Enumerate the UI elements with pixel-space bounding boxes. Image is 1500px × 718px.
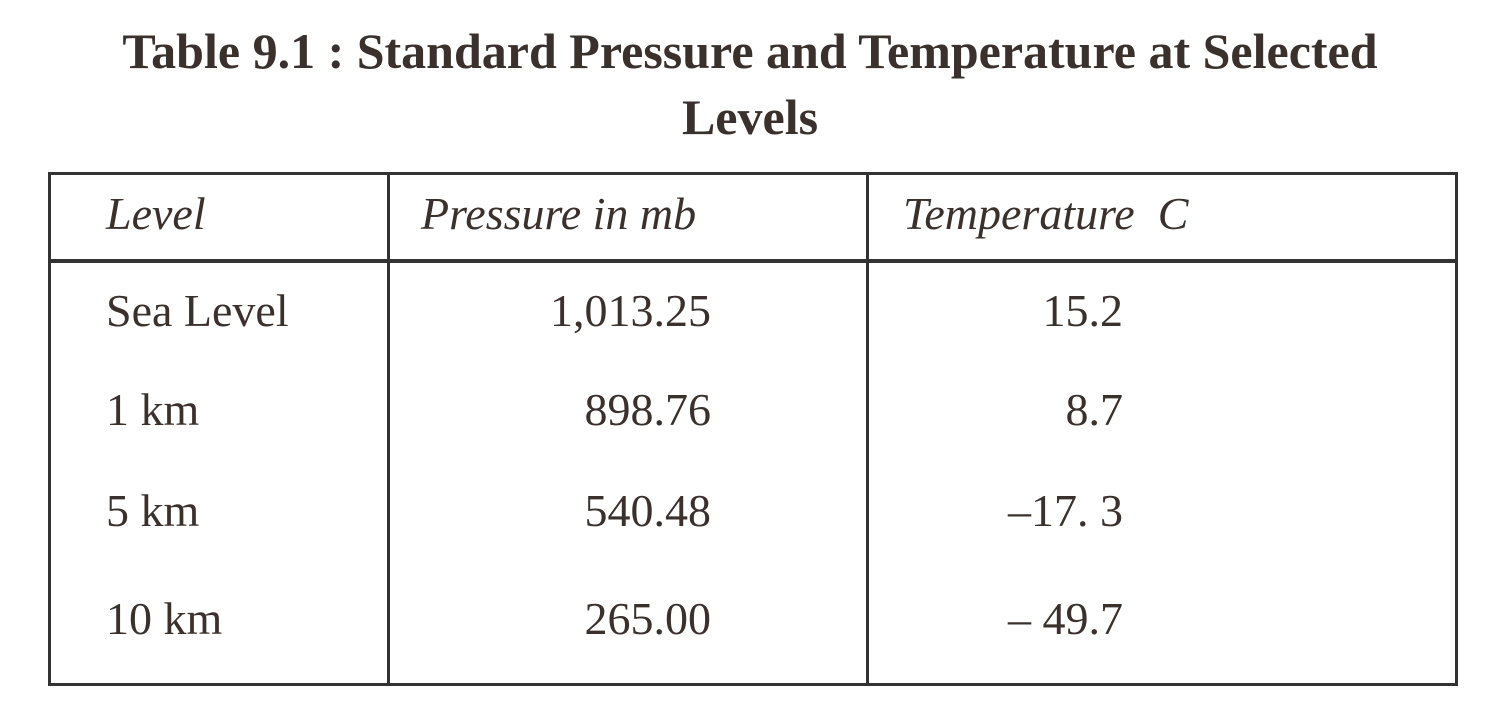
- pressure-cell: 265.00: [584, 593, 712, 644]
- header-divider: [51, 259, 1455, 263]
- column-header: Pressure in mb: [421, 188, 697, 239]
- pressure-cell: 540.48: [584, 485, 712, 536]
- level-cell: 1 km: [106, 384, 200, 435]
- column-divider: [387, 175, 390, 683]
- level-cell: Sea Level: [106, 285, 289, 336]
- column-divider: [866, 175, 869, 683]
- table-title: Table 9.1 : Standard Pressure and Temper…: [122, 23, 1378, 145]
- table: Level Pressure in mb Temperature C Sea Leve…: [48, 172, 1458, 686]
- column-header: Temperature C: [903, 188, 1189, 239]
- temperature-cell: – 49.7: [1008, 593, 1123, 644]
- pressure-cell: 898.76: [584, 384, 712, 435]
- level-cell: 10 km: [106, 593, 223, 644]
- temperature-cell: –17. 3: [1008, 485, 1123, 536]
- level-cell: 5 km: [106, 485, 200, 536]
- pressure-cell: 1,013.25: [550, 285, 711, 336]
- column-header: Level: [106, 188, 206, 239]
- temperature-cell: 15.2: [1042, 285, 1124, 336]
- temperature-cell: 8.7: [1065, 384, 1124, 435]
